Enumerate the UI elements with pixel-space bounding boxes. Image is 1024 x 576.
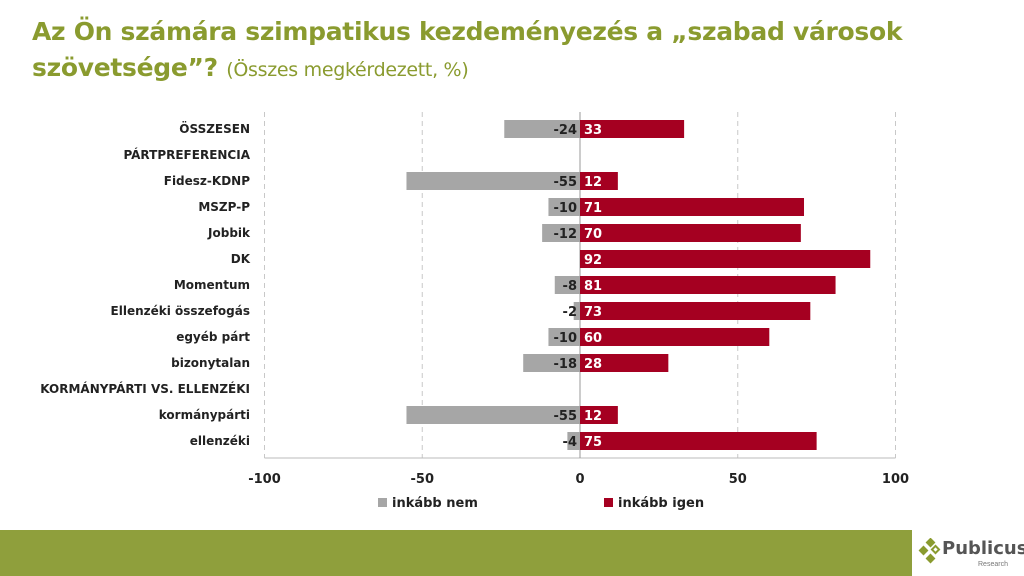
bar-igen (580, 250, 871, 268)
data-label: -10 (554, 201, 578, 216)
legend-swatch (378, 498, 387, 507)
category-label: ellenzéki (190, 434, 250, 448)
bar-igen (580, 354, 669, 372)
title-main: Az Ön számára szimpatikus kezdeményezés … (32, 17, 903, 82)
data-label: 28 (584, 357, 602, 372)
bar-igen (580, 276, 836, 294)
logo-name: Publicus (942, 538, 1024, 559)
data-label: 60 (584, 331, 602, 346)
data-label: 12 (584, 175, 602, 190)
page-title: Az Ön számára szimpatikus kezdeményezés … (32, 14, 992, 88)
bar-igen (580, 172, 618, 190)
bar-igen (580, 328, 770, 346)
x-tick-label: -100 (248, 472, 281, 487)
category-label: PÁRTPREFERENCIA (123, 147, 250, 162)
data-label: -18 (554, 357, 578, 372)
title-sub: (Összes megkérdezett, %) (226, 59, 469, 81)
bar-nem (406, 406, 580, 424)
bar-nem (548, 198, 580, 216)
bar-nem (554, 276, 580, 294)
data-label: 81 (584, 279, 602, 294)
data-label: 12 (584, 409, 602, 424)
bar-nem (523, 354, 580, 372)
category-label: bizonytalan (171, 356, 250, 370)
data-label: -55 (554, 409, 578, 424)
bar-igen (580, 302, 811, 320)
category-label: Jobbik (207, 226, 251, 240)
bar-chart: -100 -50 0 50 100 ÖSSZESEN -24 33 PÁRTPREFERENCI… (40, 112, 909, 511)
logo-tagline: Research (978, 561, 1008, 568)
bar-igen (580, 120, 685, 138)
data-label: 71 (584, 201, 602, 216)
category-label: Ellenzéki összefogás (111, 304, 250, 318)
bar-nem (542, 224, 580, 242)
legend-swatch (604, 498, 613, 507)
bar-nem (548, 328, 580, 346)
bar-igen (580, 224, 801, 242)
data-label: -10 (554, 331, 578, 346)
data-label: 75 (584, 435, 602, 450)
category-label: Fidesz-KDNP (164, 174, 250, 188)
bar-igen (580, 432, 817, 450)
category-label: ÖSSZESEN (179, 121, 250, 136)
data-label: -24 (554, 123, 578, 138)
category-label: MSZP-P (198, 200, 250, 214)
footer-bar (0, 530, 912, 576)
data-label: 92 (584, 253, 602, 268)
data-label: -12 (554, 227, 578, 242)
publicus-logo: Publicus Research (918, 536, 1024, 574)
bar-nem (573, 302, 580, 320)
x-tick-label: 0 (575, 472, 584, 487)
data-label: -8 (563, 279, 577, 294)
data-label: 73 (584, 305, 602, 320)
category-label: KORMÁNYPÁRTI VS. ELLENZÉKI (40, 381, 250, 396)
data-label: -4 (563, 435, 577, 450)
category-label: DK (231, 252, 251, 266)
bar-nem (567, 432, 580, 450)
data-label: -55 (554, 175, 578, 190)
bar-igen (580, 406, 618, 424)
bar-igen (580, 198, 805, 216)
data-label: 70 (584, 227, 602, 242)
data-label: -2 (563, 305, 577, 320)
legend-label: inkább nem (392, 496, 478, 511)
category-label: egyéb párt (176, 330, 250, 344)
bar-nem (504, 120, 580, 138)
category-label: Momentum (174, 278, 250, 292)
x-tick-label: -50 (411, 472, 435, 487)
legend-label: inkább igen (618, 496, 704, 511)
x-tick-label: 50 (729, 472, 747, 487)
logo-diamond-icon (918, 538, 941, 564)
category-label: kormánypárti (159, 408, 250, 422)
data-label: 33 (584, 123, 602, 138)
x-tick-label: 100 (882, 472, 909, 487)
bar-nem (406, 172, 580, 190)
